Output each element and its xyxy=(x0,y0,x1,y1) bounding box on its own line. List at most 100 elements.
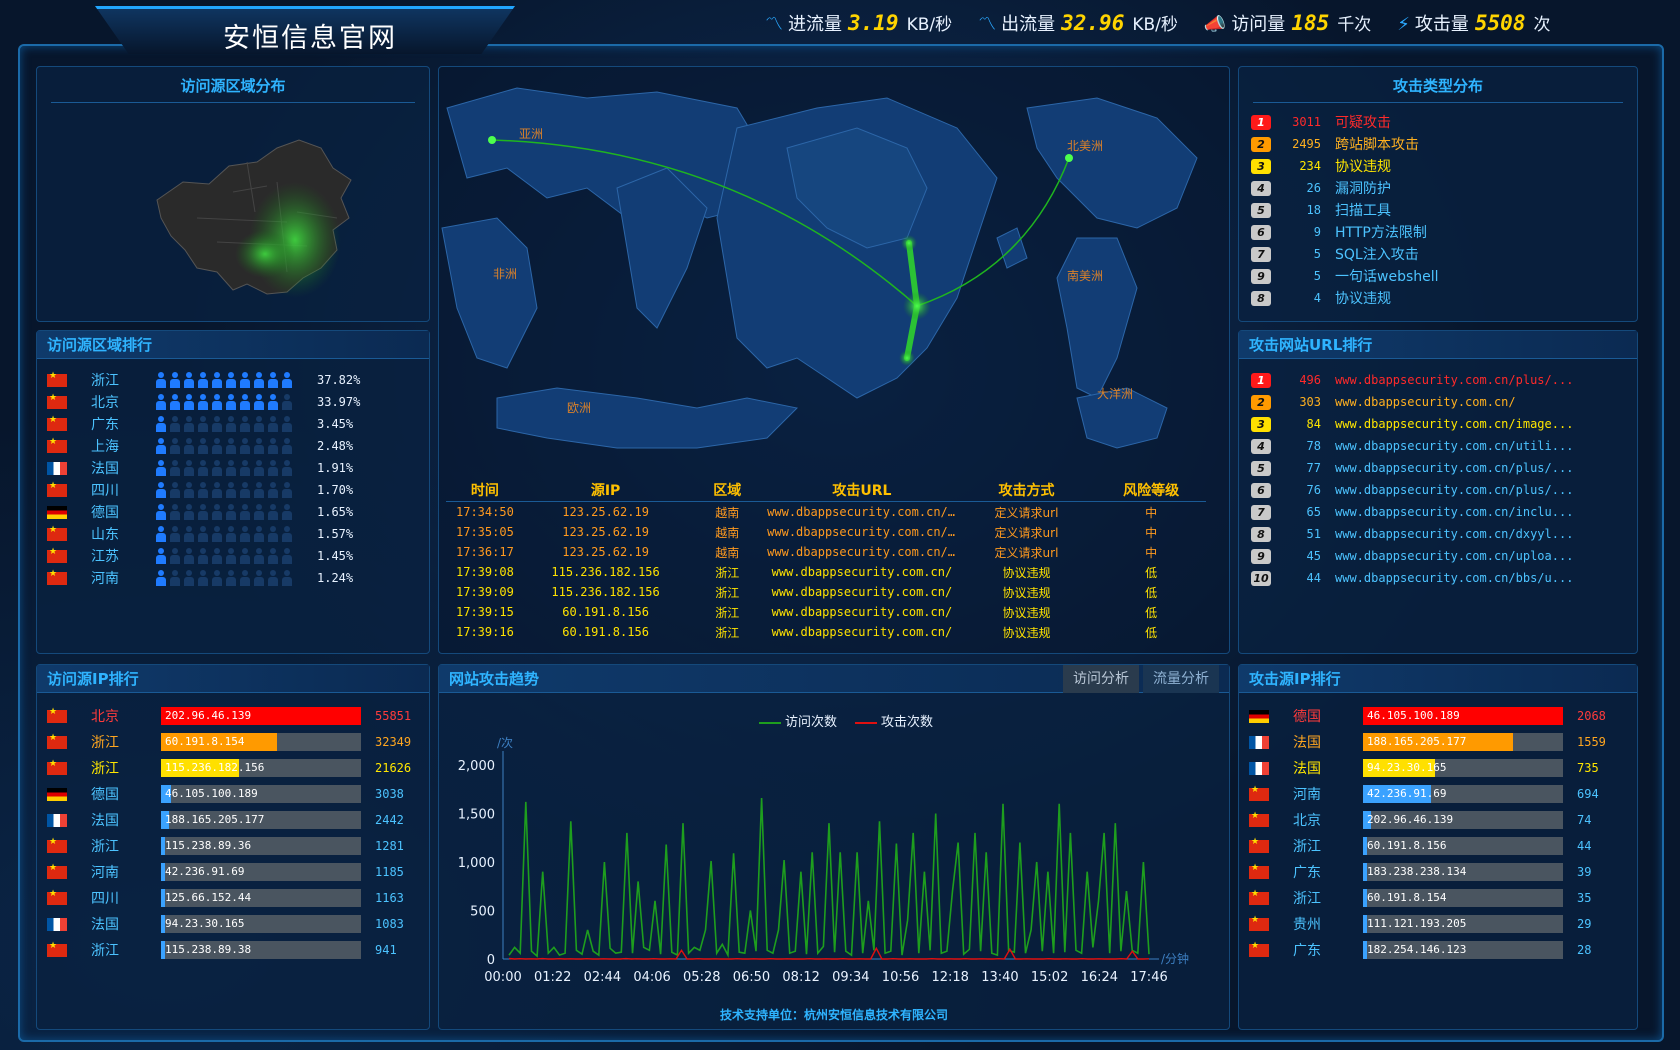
attack-log-row[interactable]: 17:34:50 123.25.62.19 越南 www.dbappsecurity.… xyxy=(446,502,1206,522)
person-icon xyxy=(155,416,167,432)
ip-count: 1559 xyxy=(1577,735,1606,749)
ip-rank-row[interactable]: 浙江 115.236.182.156 21626 xyxy=(47,755,429,781)
log-cell-method: 定义请求url xyxy=(994,505,1059,520)
ip-rank-row[interactable]: 贵州 111.121.193.205 29 xyxy=(1249,911,1637,937)
series-line-visits xyxy=(508,797,1150,959)
log-cell-ip: 123.25.62.19 xyxy=(562,525,649,539)
ip-rank-row[interactable]: 浙江 115.238.89.36 1281 xyxy=(47,833,429,859)
attack-type-row[interactable]: 4 26 漏洞防护 xyxy=(1251,177,1637,199)
url-rank-row[interactable]: 9 45 www.dbappsecurity.com.cn/uploa... xyxy=(1251,545,1637,567)
region-rank-row[interactable]: 四川 1.70% xyxy=(47,479,429,501)
url-rank-row[interactable]: 5 77 www.dbappsecurity.com.cn/plus/... xyxy=(1251,457,1637,479)
ip-rank-row[interactable]: 法国 188.165.205.177 2442 xyxy=(47,807,429,833)
x-tick-label: 01:22 xyxy=(534,970,571,985)
person-icon xyxy=(169,504,181,520)
attack-type-row[interactable]: 7 5 SQL注入攻击 xyxy=(1251,243,1637,265)
ip-rank-row[interactable]: 法国 94.23.30.165 735 xyxy=(1249,755,1637,781)
ip-rank-row[interactable]: 浙江 60.191.8.156 44 xyxy=(1249,833,1637,859)
ip-rank-row[interactable]: 广东 182.254.146.123 28 xyxy=(1249,937,1637,963)
ip-rank-row[interactable]: 德国 46.105.100.189 3038 xyxy=(47,781,429,807)
ip-rank-row[interactable]: 河南 42.236.91.69 694 xyxy=(1249,781,1637,807)
attack-type-row[interactable]: 8 4 协议违规 xyxy=(1251,287,1637,309)
ip-rank-row[interactable]: 北京 202.96.46.139 74 xyxy=(1249,807,1637,833)
ip-count: 21626 xyxy=(375,761,412,775)
ip-rank-row[interactable]: 法国 94.23.30.165 1083 xyxy=(47,911,429,937)
region-rank-row[interactable]: 德国 1.65% xyxy=(47,501,429,523)
url-count: 65 xyxy=(1306,505,1321,519)
url-rank-row[interactable]: 4 78 www.dbappsecurity.com.cn/utili... xyxy=(1251,435,1637,457)
flag-icon xyxy=(47,393,67,409)
url-rank-row[interactable]: 2 303 www.dbappsecurity.com.cn/ xyxy=(1251,391,1637,413)
ip-rank-row[interactable]: 北京 202.96.46.139 55851 xyxy=(47,703,429,729)
attack-type-row[interactable]: 1 3011 可疑攻击 xyxy=(1251,111,1637,133)
attack-type-row[interactable]: 5 18 扫描工具 xyxy=(1251,199,1637,221)
attack-log-body[interactable]: 17:34:50 123.25.62.19 越南 www.dbappsecurity.… xyxy=(446,502,1206,642)
attack-url: www.dbappsecurity.com.cn/ xyxy=(1335,395,1516,409)
log-cell-ip: 123.25.62.19 xyxy=(562,545,649,559)
region-rank-row[interactable]: 山东 1.57% xyxy=(47,523,429,545)
person-icon xyxy=(253,482,265,498)
region-rank-row[interactable]: 河南 1.24% xyxy=(47,567,429,589)
attack-type-row[interactable]: 3 234 协议违规 xyxy=(1251,155,1637,177)
region-rank-row[interactable]: 上海 2.48% xyxy=(47,435,429,457)
ip-bar-fill xyxy=(161,915,165,933)
ip-region-name: 德国 xyxy=(91,787,119,803)
people-gauge xyxy=(155,460,301,476)
ip-region-name: 四川 xyxy=(91,891,119,907)
attack-log-row[interactable]: 17:39:16 60.191.8.156 浙江 www.dbappsecurity.… xyxy=(446,622,1206,642)
ip-rank-row[interactable]: 浙江 115.238.89.38 941 xyxy=(47,937,429,963)
attack-log-row[interactable]: 17:39:09 115.236.182.156 浙江 www.dbappsecuri… xyxy=(446,582,1206,602)
ip-rank-row[interactable]: 四川 125.66.152.44 1163 xyxy=(47,885,429,911)
attack-type-name: 漏洞防护 xyxy=(1335,181,1391,197)
attack-log-row[interactable]: 17:39:15 60.191.8.156 浙江 www.dbappsecurity.… xyxy=(446,602,1206,622)
url-rank-row[interactable]: 10 44 www.dbappsecurity.com.cn/bbs/u... xyxy=(1251,567,1637,589)
attack-type-row[interactable]: 9 5 一句话webshell xyxy=(1251,265,1637,287)
person-icon xyxy=(155,394,167,410)
attack-log-row[interactable]: 17:35:05 123.25.62.19 越南 www.dbappsecurity.… xyxy=(446,522,1206,542)
log-cell-method: 协议违规 xyxy=(1002,565,1051,580)
attack-log-row[interactable]: 17:36:17 123.25.62.19 越南 www.dbappsecurity.… xyxy=(446,542,1206,562)
rank-badge: 4 xyxy=(1251,180,1271,196)
region-distribution-panel: 访问源区域分布 xyxy=(36,66,430,322)
log-cell-url: www.dbappsecurity.com.cn/inde… xyxy=(767,525,957,539)
attack-type-row[interactable]: 2 2495 跨站脚本攻击 xyxy=(1251,133,1637,155)
ip-rank-row[interactable]: 浙江 60.191.8.154 35 xyxy=(1249,885,1637,911)
stat-item: 📣 访问量 185 千次 xyxy=(1204,10,1371,36)
url-rank-row[interactable]: 3 84 www.dbappsecurity.com.cn/image... xyxy=(1251,413,1637,435)
x-tick-label: 06:50 xyxy=(733,970,770,985)
url-rank-row[interactable]: 7 65 www.dbappsecurity.com.cn/inclu... xyxy=(1251,501,1637,523)
person-icon xyxy=(225,504,237,520)
tab-traffic-analysis[interactable]: 流量分析 xyxy=(1143,665,1219,693)
url-rank-row[interactable]: 1 496 www.dbappsecurity.com.cn/plus/... xyxy=(1251,369,1637,391)
tab-visit-analysis[interactable]: 访问分析 xyxy=(1063,665,1139,693)
ip-count: 39 xyxy=(1577,865,1592,879)
region-rank-row[interactable]: 北京 33.97% xyxy=(47,391,429,413)
people-gauge xyxy=(155,372,301,388)
attack-log-row[interactable]: 17:39:08 115.236.182.156 浙江 www.dbappsecuri… xyxy=(446,562,1206,582)
region-name: 江苏 xyxy=(91,549,119,565)
region-rank-row[interactable]: 浙江 37.82% xyxy=(47,369,429,391)
ip-rank-row[interactable]: 德国 46.105.100.189 2068 xyxy=(1249,703,1637,729)
region-rank-row[interactable]: 广东 3.45% xyxy=(47,413,429,435)
region-rank-row[interactable]: 法国 1.91% xyxy=(47,457,429,479)
log-cell-time: 17:39:16 xyxy=(456,625,514,639)
person-icon xyxy=(155,526,167,542)
region-rank-row[interactable]: 江苏 1.45% xyxy=(47,545,429,567)
ip-rank-row[interactable]: 广东 183.238.238.134 39 xyxy=(1249,859,1637,885)
flag-icon xyxy=(47,733,67,749)
ip-rank-row[interactable]: 法国 188.165.205.177 1559 xyxy=(1249,729,1637,755)
attack-type-row[interactable]: 6 9 HTTP方法限制 xyxy=(1251,221,1637,243)
x-tick-label: 10:56 xyxy=(882,970,919,985)
ip-address: 188.165.205.177 xyxy=(1367,735,1467,748)
ip-rank-row[interactable]: 浙江 60.191.8.154 32349 xyxy=(47,729,429,755)
url-rank-row[interactable]: 8 51 www.dbappsecurity.com.cn/dxyyl... xyxy=(1251,523,1637,545)
log-cell-risk: 低 xyxy=(1145,605,1158,620)
flag-icon xyxy=(47,505,67,519)
map-label-north-america: 北美洲 xyxy=(1067,139,1103,153)
ip-count: 1281 xyxy=(375,839,404,853)
region-name: 河南 xyxy=(91,571,119,587)
url-rank-row[interactable]: 6 76 www.dbappsecurity.com.cn/plus/... xyxy=(1251,479,1637,501)
rank-badge: 2 xyxy=(1251,394,1271,410)
log-cell-method: 定义请求url xyxy=(994,525,1059,540)
ip-rank-row[interactable]: 河南 42.236.91.69 1185 xyxy=(47,859,429,885)
